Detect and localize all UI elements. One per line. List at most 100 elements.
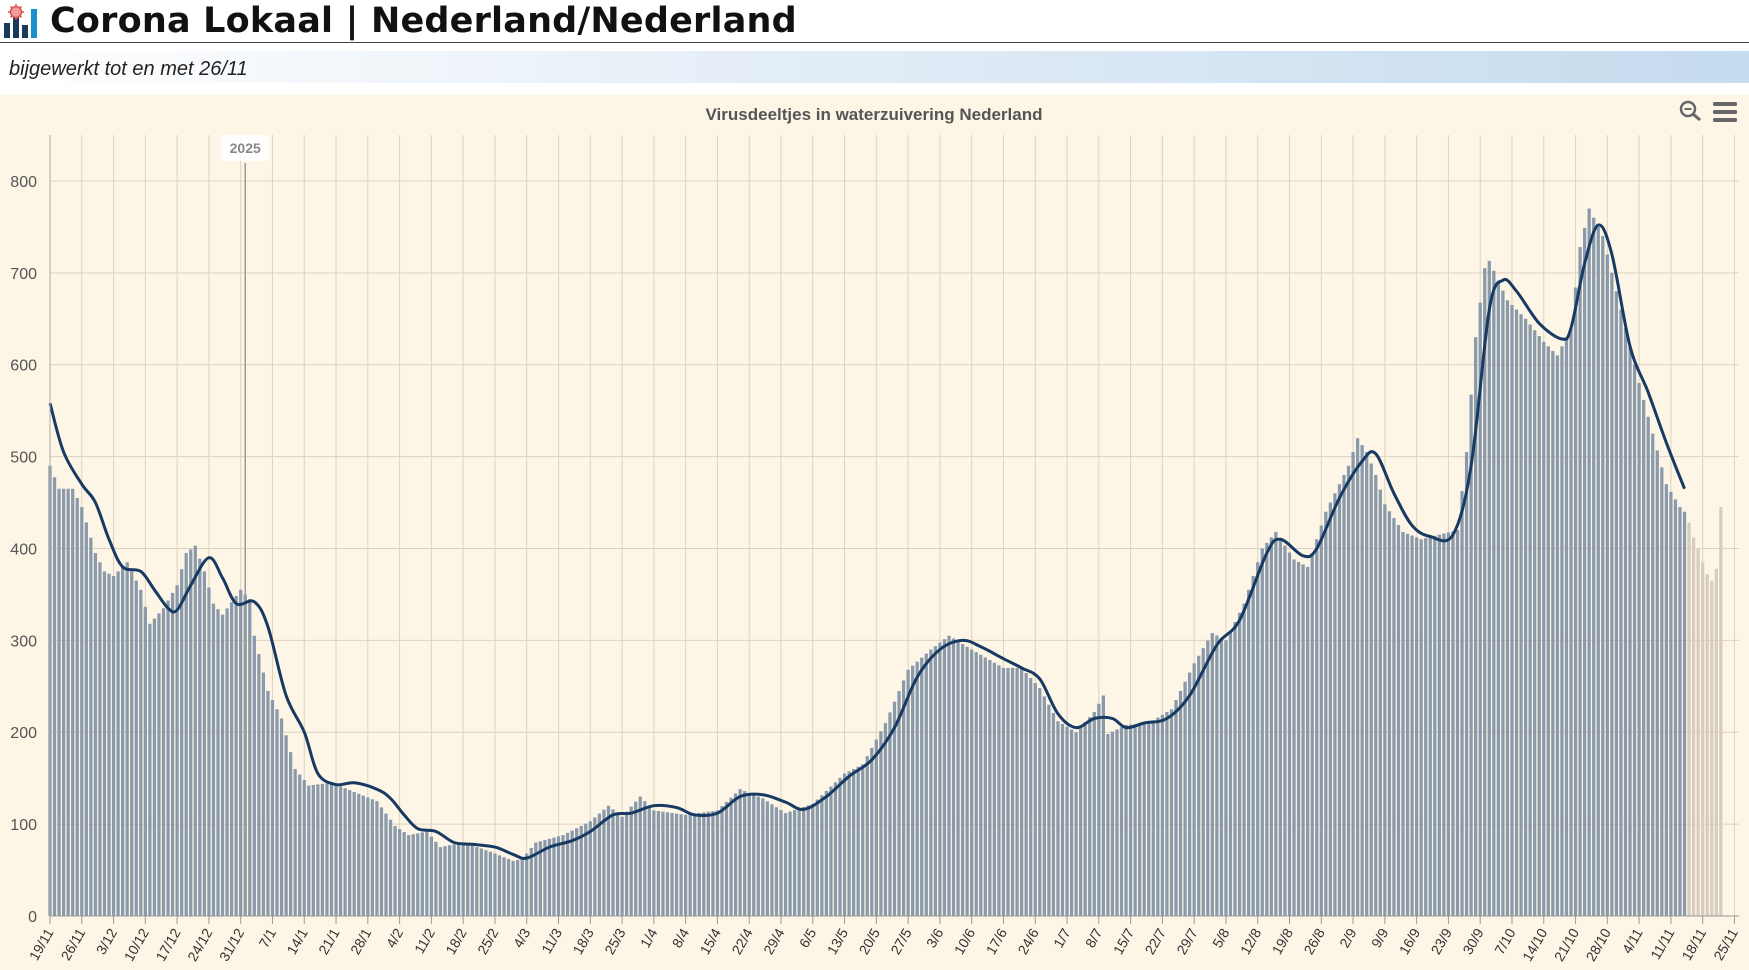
data-bar [1669,491,1673,916]
data-bar [98,562,102,916]
x-tick-label: 28/10 [1583,925,1614,964]
data-bar [157,613,161,916]
data-bar [352,791,356,916]
update-banner: bijgewerkt tot en met 26/11 [0,51,1749,83]
x-tick-label: 2/9 [1336,925,1360,950]
data-bar [879,731,883,916]
data-bar [1582,227,1587,917]
data-bar [466,844,470,916]
data-bar [1623,327,1628,916]
data-bar [647,805,651,916]
x-tick-label: 24/6 [1014,925,1042,957]
data-bar [720,806,724,916]
hamburger-menu-icon[interactable] [1712,101,1738,123]
data-bar [71,488,75,916]
data-bar [1292,559,1296,916]
data-bar [1296,561,1301,916]
data-bar [52,477,57,916]
data-bar [416,833,420,916]
data-bar [1428,536,1432,916]
magnifier-icon[interactable] [1678,99,1706,122]
data-bar [1424,538,1428,916]
data-bar [806,805,810,916]
data-bar [1551,350,1555,916]
data-bar [1492,270,1496,916]
data-bar [1365,451,1369,916]
data-bar [402,832,406,916]
data-bar [1156,717,1160,916]
data-bar [906,669,910,916]
data-bar [370,799,374,916]
data-bar [216,609,220,916]
data-bar [865,756,869,916]
data-bar [797,808,801,916]
data-bar [1001,667,1006,916]
data-bar [915,661,919,916]
data-bar [1455,530,1460,916]
data-bar [207,587,211,916]
data-bar [1206,640,1210,916]
data-bar [1042,696,1046,916]
data-bar [348,790,352,916]
data-bar [1219,637,1224,916]
data-bar [1278,538,1283,916]
data-bar [193,545,197,916]
data-bar [1215,635,1219,916]
data-bar [1183,681,1187,916]
app-header: Corona Lokaal | Nederland/Nederland [0,0,1749,43]
pending-bar [1701,562,1705,916]
data-bar [1646,416,1650,916]
data-bar [470,845,474,916]
data-bar [674,813,679,916]
data-bar [665,812,670,916]
pending-bar [1714,568,1718,916]
data-bar [733,793,738,916]
data-bar [947,635,951,916]
data-bar [384,813,388,916]
data-bar [770,804,774,916]
x-tick-label: 17/12 [152,925,183,964]
data-bar [1673,499,1678,916]
data-bar [1351,451,1355,916]
x-tick-label: 29/7 [1173,925,1201,957]
data-bar [965,646,969,916]
data-bar [1392,518,1396,916]
x-tick-label: 8/7 [1082,925,1106,950]
data-bar [1033,683,1037,916]
data-bar [456,843,461,916]
pending-bar [1705,574,1709,916]
data-bar [393,825,397,916]
data-bar [270,700,275,916]
data-bar [397,829,402,916]
data-bar [1092,712,1096,916]
y-tick-label: 800 [10,174,37,191]
data-bar [248,599,252,916]
data-bar [143,606,147,916]
data-bar [1660,467,1664,916]
data-bar [443,846,447,916]
data-bar [747,792,751,916]
data-bar [366,797,370,916]
app-title: Corona Lokaal | Nederland/Nederland [50,1,797,41]
data-bar [1056,721,1060,916]
data-bar [774,807,779,916]
data-bar [1614,291,1619,916]
data-bar [979,654,983,916]
data-bar [388,819,393,916]
data-bar [1079,727,1083,916]
data-bar [1605,254,1609,916]
x-tick-label: 29/4 [760,925,788,957]
data-bar [615,813,620,916]
x-tick-label: 15/4 [697,925,725,957]
x-tick-label: 6/5 [796,925,820,950]
data-bar [452,844,456,916]
data-bar [1505,300,1510,916]
data-bar [920,657,924,916]
data-bar [1474,337,1478,916]
data-bar [1306,566,1310,916]
pending-bar [1687,522,1691,916]
y-tick-label: 500 [10,450,37,467]
bar-chart-virus-logo-icon [4,4,37,38]
data-bar [970,649,974,916]
data-bar [1165,712,1169,916]
